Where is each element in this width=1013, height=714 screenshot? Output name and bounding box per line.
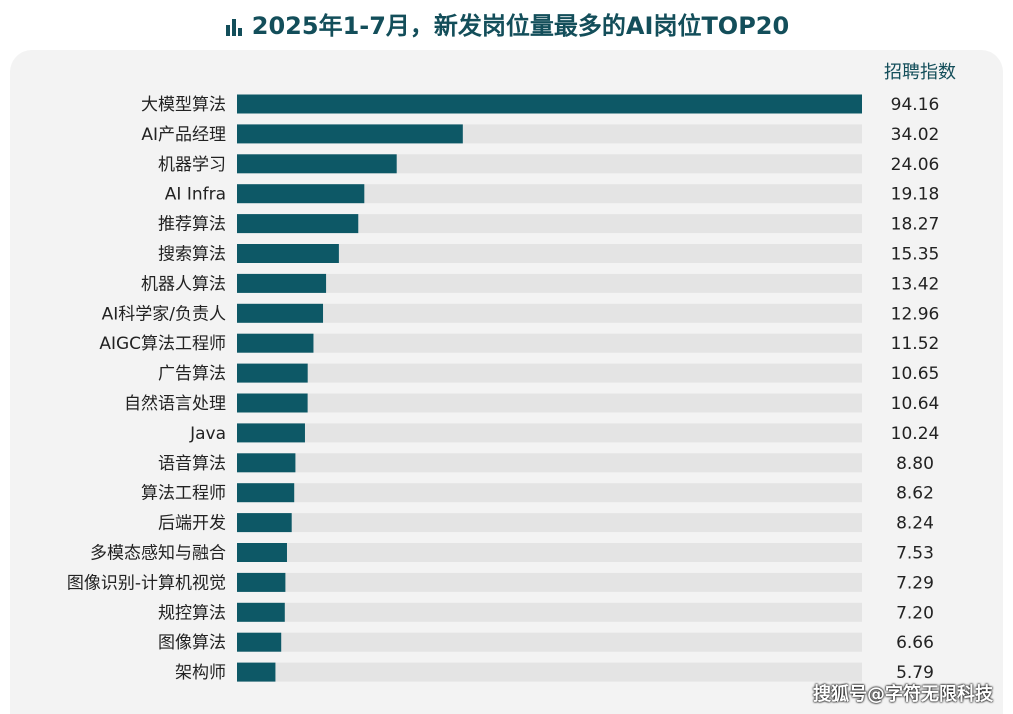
value-label: 12.96 xyxy=(891,304,940,324)
bar xyxy=(237,244,339,263)
bar xyxy=(237,124,463,144)
category-label: 算法工程师 xyxy=(141,484,226,504)
value-label: 7.53 xyxy=(896,544,934,564)
value-label: 8.24 xyxy=(896,514,934,534)
bar-track xyxy=(237,572,862,592)
category-label: 图像识别-计算机视觉 xyxy=(67,573,226,593)
bar-track xyxy=(237,632,862,652)
category-label: 机器学习 xyxy=(158,155,226,175)
bar xyxy=(237,453,296,473)
category-label: 多模态感知与融合 xyxy=(90,544,226,564)
value-label: 8.62 xyxy=(896,484,934,504)
value-label: 10.24 xyxy=(891,424,940,444)
bar xyxy=(237,543,287,562)
bar xyxy=(237,393,308,413)
bar-track xyxy=(237,393,862,413)
bar-track xyxy=(237,483,862,503)
bar-track xyxy=(237,333,862,353)
value-label: 94.16 xyxy=(891,95,940,115)
watermark: 搜狐号@字符无限科技 xyxy=(813,684,993,705)
value-label: 10.65 xyxy=(891,364,940,384)
category-label: AI科学家/负责人 xyxy=(102,304,226,324)
category-label: AI产品经理 xyxy=(141,125,226,145)
category-label: 大模型算法 xyxy=(141,95,226,115)
bar-track xyxy=(237,662,862,682)
bar-track xyxy=(237,453,862,473)
value-label: 19.18 xyxy=(891,185,940,205)
value-label: 6.66 xyxy=(896,633,934,653)
bar-track xyxy=(237,363,862,383)
category-label: AI Infra xyxy=(165,185,226,205)
value-label: 18.27 xyxy=(891,215,940,235)
chart-title-wrap: 2025年1-7月，新发岗位量最多的AI岗位TOP20 xyxy=(0,6,1013,41)
category-label: 搜索算法 xyxy=(158,245,226,265)
bar xyxy=(237,94,862,114)
bar xyxy=(237,513,292,533)
category-label: 图像算法 xyxy=(158,633,226,653)
bar xyxy=(237,333,314,353)
value-label: 8.80 xyxy=(896,454,934,474)
category-label: 自然语言处理 xyxy=(124,394,226,414)
category-label: 广告算法 xyxy=(158,364,226,384)
bar-chart-icon xyxy=(225,19,242,36)
bar xyxy=(237,662,276,682)
value-label: 10.64 xyxy=(891,394,940,414)
value-label: 5.79 xyxy=(896,663,934,683)
value-label: 34.02 xyxy=(891,125,940,145)
category-label: 架构师 xyxy=(175,663,226,683)
bar xyxy=(237,602,285,622)
bar xyxy=(237,423,305,443)
chart-title: 2025年1-7月，新发岗位量最多的AI岗位TOP20 xyxy=(251,12,790,40)
category-label: 机器人算法 xyxy=(141,274,226,294)
category-label: 推荐算法 xyxy=(158,215,226,235)
bar-track xyxy=(237,214,862,234)
bar xyxy=(237,363,308,383)
category-label: Java xyxy=(189,424,226,444)
bar-track xyxy=(237,513,862,533)
category-label: 后端开发 xyxy=(158,514,226,534)
value-label: 11.52 xyxy=(891,334,940,354)
bar xyxy=(237,184,365,204)
value-label: 7.29 xyxy=(896,573,934,593)
value-label: 15.35 xyxy=(891,245,940,265)
value-label: 7.20 xyxy=(896,603,934,623)
bar-track xyxy=(237,602,862,622)
bar-track xyxy=(237,543,862,562)
bar xyxy=(237,214,359,234)
bar xyxy=(237,303,324,323)
value-label: 24.06 xyxy=(891,155,940,175)
category-label: AIGC算法工程师 xyxy=(99,334,226,354)
value-header: 招聘指数 xyxy=(884,62,956,83)
bar xyxy=(237,483,295,503)
value-label: 13.42 xyxy=(891,274,940,294)
bar xyxy=(237,273,327,293)
bar-track xyxy=(237,184,862,204)
category-label: 规控算法 xyxy=(158,603,226,623)
bar-track xyxy=(237,273,862,293)
bar xyxy=(237,154,397,174)
bar-track xyxy=(237,244,862,263)
bar xyxy=(237,632,282,652)
bar xyxy=(237,572,286,592)
bar-track xyxy=(237,423,862,443)
category-label: 语音算法 xyxy=(158,454,226,474)
bar-track xyxy=(237,303,862,323)
